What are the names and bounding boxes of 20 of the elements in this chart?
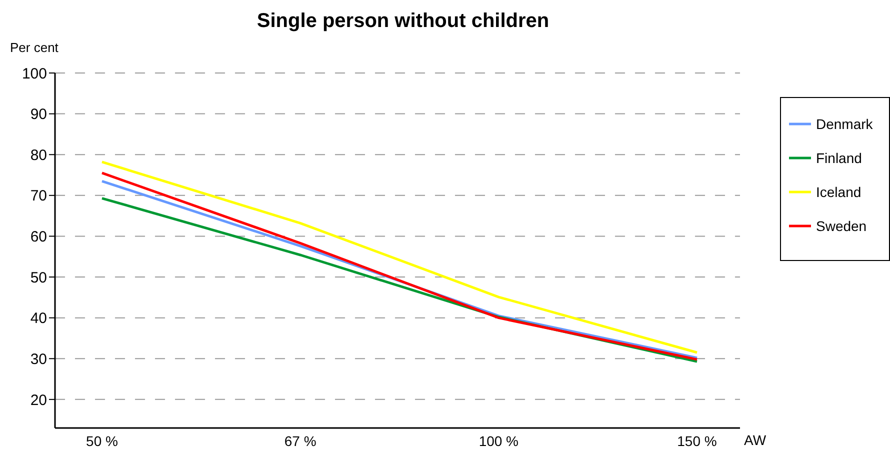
legend-label: Denmark <box>816 116 873 132</box>
x-axis-title: AW <box>744 432 766 448</box>
x-tick-label: 150 % <box>677 432 717 449</box>
x-tick-label: 50 % <box>86 432 118 449</box>
y-tick-label: 70 <box>30 188 47 205</box>
y-tick-label: 20 <box>30 392 47 409</box>
legend-label: Finland <box>816 150 862 166</box>
y-tick-label: 100 <box>22 65 47 82</box>
legend-label: Iceland <box>816 184 862 200</box>
x-tick-label: 100 % <box>478 432 519 449</box>
y-axis-title: Per cent <box>10 40 58 55</box>
y-tick-label: 80 <box>30 146 47 164</box>
y-tick-label: 60 <box>30 228 47 246</box>
y-tick-label: 90 <box>30 106 47 124</box>
legend-label: Sweden <box>816 218 867 234</box>
y-tick-label: 40 <box>30 310 47 328</box>
x-tick-label: 67 % <box>284 432 316 449</box>
y-tick-label: 30 <box>30 350 47 368</box>
y-tick-label: 50 <box>30 269 47 286</box>
chart-title: Single person without children <box>256 10 550 33</box>
